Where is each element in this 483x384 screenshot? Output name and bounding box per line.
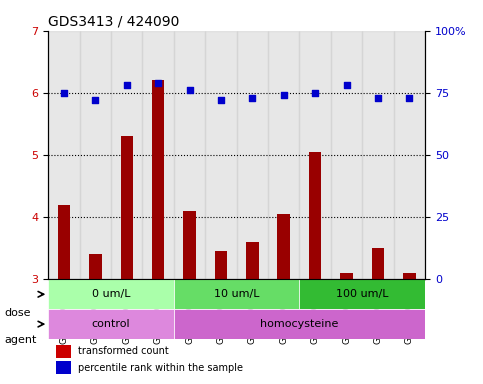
Bar [205,31,237,279]
Bar [214,252,227,279]
Text: 100 um/L: 100 um/L [336,289,388,299]
Point [280,92,288,98]
Text: agent: agent [5,335,37,345]
Bar [331,31,362,279]
Bar [48,31,80,279]
Point [185,87,193,93]
FancyBboxPatch shape [174,279,299,309]
Text: percentile rank within the sample: percentile rank within the sample [78,363,243,373]
Point [249,95,256,101]
Bar [362,31,394,279]
Bar [56,344,71,358]
FancyBboxPatch shape [48,279,174,309]
Bar [142,31,174,279]
FancyBboxPatch shape [299,279,425,309]
Point [312,90,319,96]
Bar [56,361,71,374]
Point [60,90,68,96]
Bar [111,31,142,279]
Point [217,97,225,103]
Bar [394,31,425,279]
Bar [246,242,259,279]
Text: control: control [92,319,130,329]
Point [374,95,382,101]
Bar [372,248,384,279]
Text: GDS3413 / 424090: GDS3413 / 424090 [48,14,180,28]
Bar [403,273,416,279]
Bar [184,211,196,279]
Point [155,80,162,86]
Bar [174,31,205,279]
Bar [277,214,290,279]
Text: homocysteine: homocysteine [260,319,339,329]
Bar [268,31,299,279]
Bar [80,31,111,279]
Text: transformed count: transformed count [78,346,169,356]
Bar [89,255,102,279]
FancyBboxPatch shape [174,309,425,339]
Bar [299,31,331,279]
Bar [309,152,322,279]
Point [406,95,413,101]
Bar [152,80,164,279]
Point [123,82,130,88]
FancyBboxPatch shape [48,309,174,339]
Point [343,82,351,88]
Text: dose: dose [5,308,31,318]
Bar [121,136,133,279]
Point [92,97,99,103]
Text: 10 um/L: 10 um/L [214,289,259,299]
Text: 0 um/L: 0 um/L [92,289,130,299]
Bar [58,205,71,279]
Bar [237,31,268,279]
Bar [341,273,353,279]
